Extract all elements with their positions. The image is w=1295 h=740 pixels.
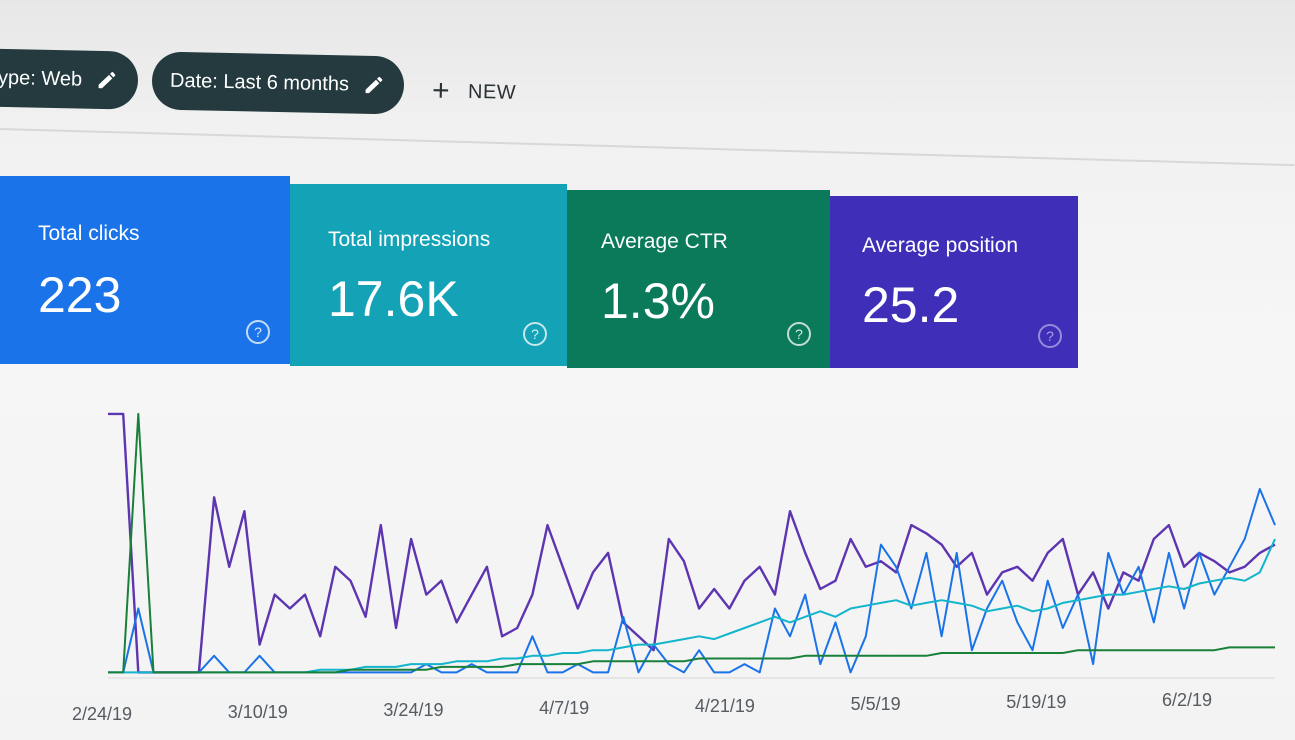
performance-chart-svg [108,412,1276,679]
x-tick-label: 3/10/19 [227,702,288,722]
series-line-2 [108,538,1276,674]
filter-bar: ype: Web Date: Last 6 months + NEW [0,0,1295,167]
x-tick-label: 3/24/19 [383,700,444,720]
help-icon[interactable]: ? [1038,324,1062,348]
metric-card-average-ctr[interactable]: Average CTR 1.3% ? [567,190,830,368]
x-tick-label: 4/21/19 [694,696,755,716]
date-filter-chip[interactable]: Date: Last 6 months [151,51,405,115]
x-tick-label: 4/7/19 [539,698,590,718]
x-tick-label: 2/24/19 [72,704,133,724]
divider [0,128,1295,167]
series-line-0 [108,412,1276,674]
series-line-1 [108,488,1276,674]
metric-value: 1.3% [601,273,715,329]
metric-title: Total impressions [328,228,491,251]
help-icon[interactable]: ? [523,322,547,346]
help-icon[interactable]: ? [246,320,270,344]
metric-value: 17.6K [328,271,459,327]
type-filter-label: ype: Web [0,66,83,91]
new-filter-label: NEW [467,80,517,104]
metric-title: Total clicks [38,222,140,245]
performance-chart: 2/24/19 3/10/19 3/24/19 4/7/19 4/21/19 5/5/19… [0,380,1295,740]
pencil-icon[interactable] [96,69,118,91]
metric-cards: Total clicks 223 ? Total impressions 17.… [0,172,1100,372]
metric-card-total-impressions[interactable]: Total impressions 17.6K ? [290,184,567,366]
x-tick-label: 5/19/19 [1006,692,1067,712]
date-filter-label: Date: Last 6 months [169,69,350,95]
x-tick-label: 5/5/19 [850,694,901,714]
metric-card-average-position[interactable]: Average position 25.2 ? [830,196,1078,368]
pencil-icon[interactable] [363,74,385,96]
metric-value: 223 [38,267,122,323]
x-tick-label: 6/2/19 [1162,690,1213,710]
metric-title: Average position [862,234,1019,257]
metric-card-total-clicks[interactable]: Total clicks 223 ? [0,176,290,364]
new-filter-button[interactable]: + NEW [432,71,517,113]
type-filter-chip[interactable]: ype: Web [0,48,139,110]
metric-title: Average CTR [601,230,728,253]
metric-value: 25.2 [862,277,960,333]
series-line-3 [108,412,1275,674]
plus-icon: + [431,74,451,108]
help-icon[interactable]: ? [787,322,811,346]
